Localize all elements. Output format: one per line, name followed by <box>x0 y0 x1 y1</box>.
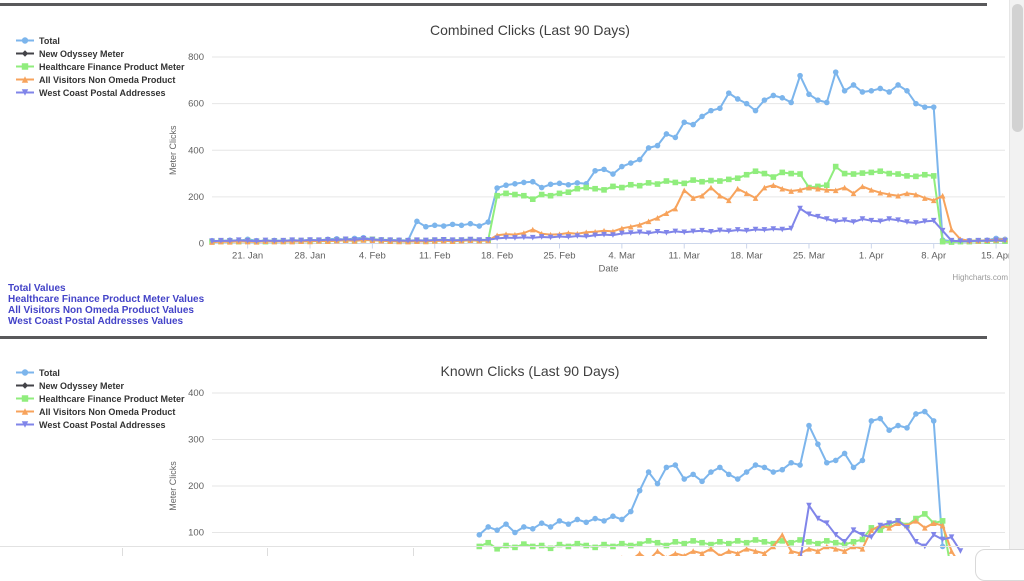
legend-marker-icon <box>16 382 34 389</box>
legend-marker-icon <box>16 395 34 402</box>
legend-marker-icon <box>16 408 34 415</box>
legend-item-healthcare-finance-product-meter[interactable]: Healthcare Finance Product Meter <box>16 393 185 404</box>
legend-label: Healthcare Finance Product Meter <box>39 61 185 72</box>
x-axis-title: Date <box>598 264 618 275</box>
x-axis-label: 4. Mar <box>608 251 635 262</box>
series-west-coast-postal-addresses[interactable] <box>646 502 964 556</box>
link-total-values[interactable]: Total Values <box>8 283 66 294</box>
legend-label: Total <box>39 35 60 46</box>
legend-label: West Coast Postal Addresses <box>39 87 166 98</box>
legend-item-new-odyssey-meter[interactable]: New Odyssey Meter <box>16 380 185 391</box>
legend-label: Healthcare Finance Product Meter <box>39 393 185 404</box>
legend-item-healthcare-finance-product-meter[interactable]: Healthcare Finance Product Meter <box>16 61 185 72</box>
y-axis-label: 800 <box>188 52 204 63</box>
x-axis-label: 18. Mar <box>730 251 762 262</box>
legend-marker-icon <box>16 76 34 83</box>
legend-marker-icon <box>16 50 34 57</box>
chart2-plot: 100 200 300 400 Meter Clicks <box>168 388 1005 556</box>
y-axis-label: 400 <box>188 145 204 156</box>
x-axis-label: 11. Mar <box>668 251 700 262</box>
table-column-separator <box>267 548 268 556</box>
y-axis-title: Meter Clicks <box>168 125 178 175</box>
series-west-coast-postal-addresses[interactable] <box>209 205 1008 244</box>
legend-marker-icon <box>16 421 34 428</box>
legend-marker-icon <box>16 37 34 44</box>
y-axis-label: 600 <box>188 99 204 110</box>
legend-marker-icon <box>16 369 34 376</box>
bottom-table-top-border <box>0 546 990 547</box>
x-axis-label: 18. Feb <box>481 251 513 262</box>
bottom-right-widget-button[interactable] <box>975 549 1024 581</box>
series-healthcare-finance-product-meter[interactable] <box>476 511 955 556</box>
x-axis-label: 4. Feb <box>359 251 386 262</box>
legend-item-new-odyssey-meter[interactable]: New Odyssey Meter <box>16 48 185 59</box>
y-axis-label: 300 <box>188 435 204 446</box>
legend-marker-icon <box>16 63 34 70</box>
series-total[interactable] <box>476 408 946 550</box>
x-axis-label: 8. Apr <box>921 251 946 262</box>
chart1-plot: 0 200 400 600 800 Meter Clicks 21. Jan 28. Jan 4… <box>168 52 1009 275</box>
legend-marker-icon <box>16 89 34 96</box>
x-axis-label: 28. Jan <box>294 251 325 262</box>
link-healthcare-finance-product-meter-values[interactable]: Healthcare Finance Product Meter Values <box>8 294 205 305</box>
y-axis-title: Meter Clicks <box>168 461 178 511</box>
legend-item-total[interactable]: Total <box>16 35 185 46</box>
x-axis-label: 25. Mar <box>793 251 825 262</box>
link-all-visitors-non-omeda-product-values[interactable]: All Visitors Non Omeda Product Values <box>8 305 194 316</box>
chart1-legend: Total New Odyssey Meter Healthcare Finance… <box>16 35 185 98</box>
legend-label: West Coast Postal Addresses <box>39 419 166 430</box>
legend-label: Total <box>39 367 60 378</box>
legend-label: All Visitors Non Omeda Product <box>39 406 176 417</box>
chart2-legend: Total New Odyssey Meter Healthcare Finance… <box>16 367 185 430</box>
legend-label: New Odyssey Meter <box>39 380 125 391</box>
link-west-coast-postal-addresses-values[interactable]: West Coast Postal Addresses Values <box>8 316 184 327</box>
x-axis-label: 11. Feb <box>419 251 451 262</box>
x-axis-label: 15. Apr <box>981 251 1009 262</box>
section-divider <box>0 336 987 339</box>
value-links: Total Values Healthcare Finance Product M… <box>8 283 204 327</box>
legend-label: New Odyssey Meter <box>39 48 125 59</box>
y-axis-label: 200 <box>188 481 204 492</box>
x-axis-label: 1. Apr <box>859 251 884 262</box>
chart1-title: Combined Clicks (Last 90 Days) <box>430 22 630 38</box>
highcharts-credit[interactable]: Highcharts.com <box>952 273 1008 282</box>
legend-item-all-visitors-non-omeda-product[interactable]: All Visitors Non Omeda Product <box>16 406 185 417</box>
legend-item-west-coast-postal-addresses[interactable]: West Coast Postal Addresses <box>16 419 185 430</box>
legend-item-west-coast-postal-addresses[interactable]: West Coast Postal Addresses <box>16 87 185 98</box>
legend-item-all-visitors-non-omeda-product[interactable]: All Visitors Non Omeda Product <box>16 74 185 85</box>
table-column-separator <box>122 548 123 556</box>
x-axis-label: 25. Feb <box>543 251 575 262</box>
series-healthcare-finance-product-meter[interactable] <box>209 163 1008 245</box>
y-axis-label: 100 <box>188 528 204 539</box>
table-column-separator <box>413 548 414 556</box>
y-axis-label: 400 <box>188 388 204 399</box>
y-axis-label: 200 <box>188 192 204 203</box>
legend-label: All Visitors Non Omeda Product <box>39 74 176 85</box>
x-axis-label: 21. Jan <box>232 251 263 262</box>
top-divider <box>0 3 987 6</box>
scrollbar-track[interactable] <box>1009 0 1024 556</box>
scrollbar-thumb[interactable] <box>1012 4 1023 132</box>
y-axis-label: 0 <box>199 239 204 250</box>
legend-item-total[interactable]: Total <box>16 367 185 378</box>
chart2-title: Known Clicks (Last 90 Days) <box>440 363 620 379</box>
